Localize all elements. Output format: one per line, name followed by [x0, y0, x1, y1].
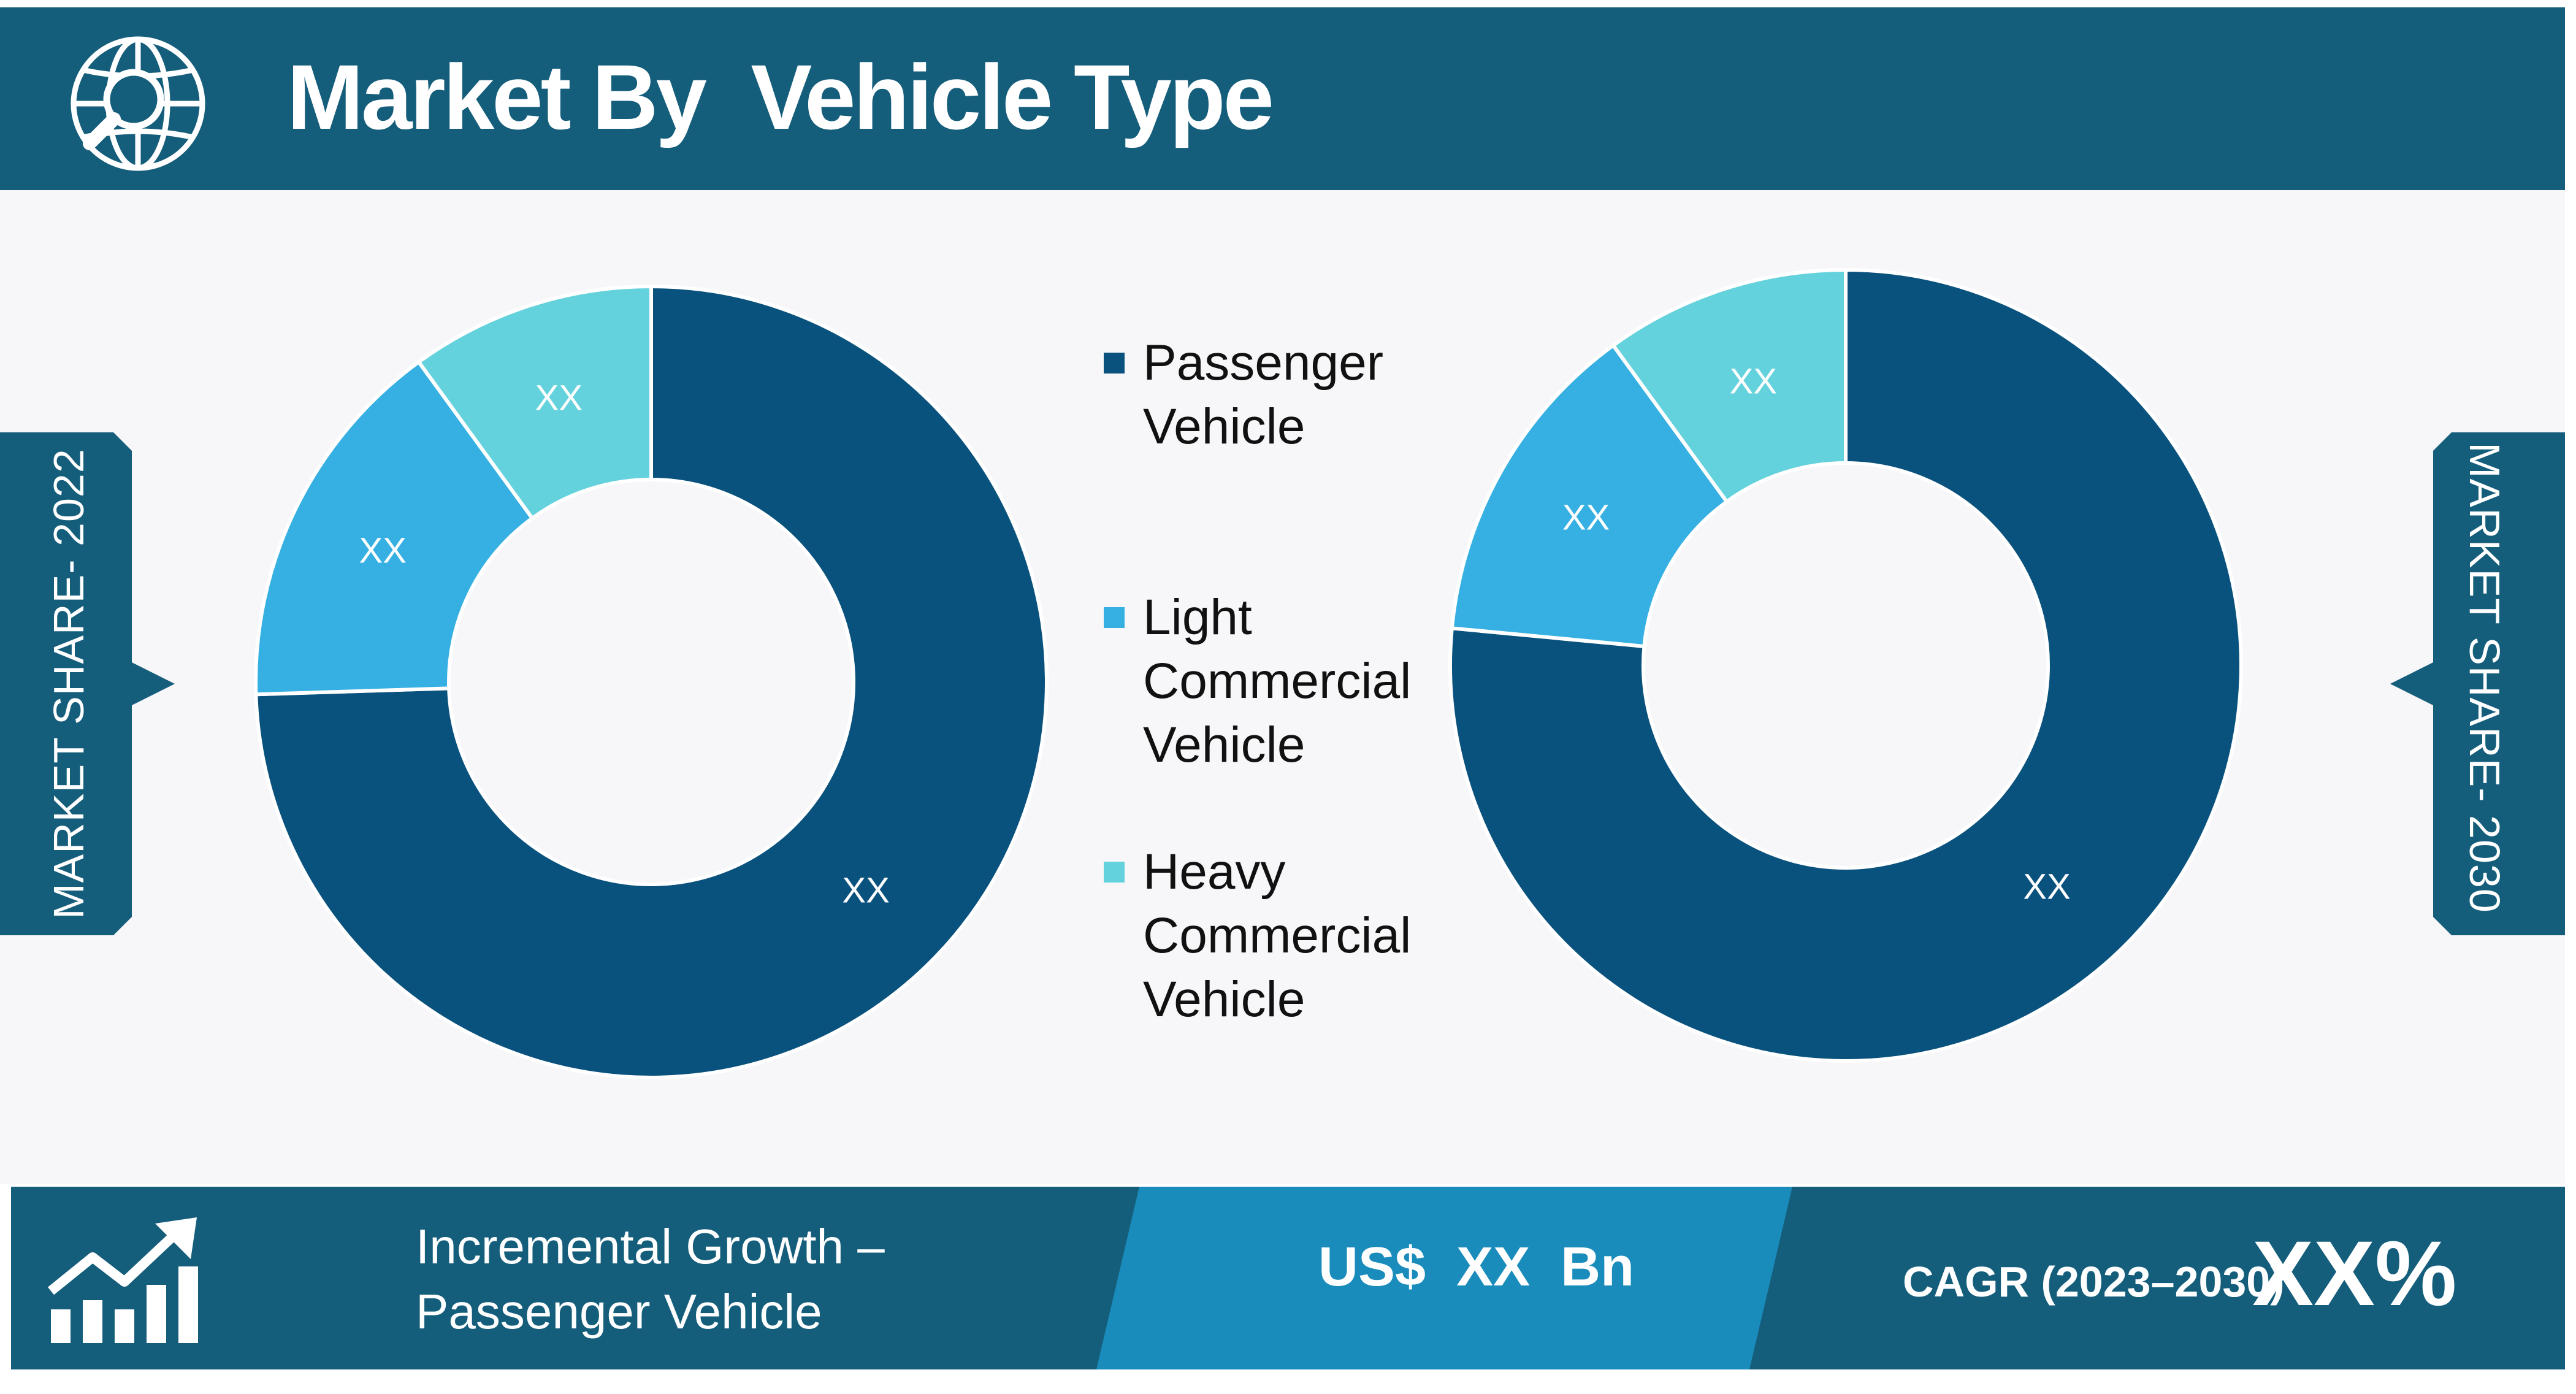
- donut-slice-2022-0: [254, 284, 1049, 1079]
- donut-data-label: XX: [2023, 867, 2070, 907]
- legend-label: Light Commercial Vehicle: [1143, 589, 1412, 773]
- donut-data-label: XX: [535, 378, 583, 418]
- globe-search-icon: [71, 36, 205, 171]
- legend-label: Heavy Commercial Vehicle: [1143, 844, 1412, 1027]
- legend-label: Passenger Vehicle: [1143, 335, 1384, 454]
- incremental-growth-label: Incremental Growth – Passenger Vehicle: [416, 1219, 885, 1339]
- growth-chart-icon: [47, 1217, 198, 1343]
- donut-data-label: XX: [359, 531, 407, 571]
- donut-data-label: XX: [1730, 361, 1777, 401]
- donut-slice-2022-1: [254, 359, 535, 697]
- page-title: Market By Vehicle Type: [287, 45, 1274, 148]
- market-share-2022-tab: [0, 432, 175, 935]
- market-share-2030-tab: [2390, 432, 2565, 935]
- footer-highlight: [1096, 1187, 1792, 1369]
- donut-slice-2022-2: [416, 284, 653, 521]
- donut-slice-2030-2: [1610, 267, 1848, 505]
- header-banner: Market By Vehicle Type: [0, 7, 2565, 190]
- donut-slice-2030-0: [1448, 267, 2243, 1063]
- donut-slice-2030-1: [1450, 342, 1730, 649]
- incremental-growth-value: US$ XX Bn: [1318, 1236, 1635, 1298]
- cagr-label: CAGR (2023–2030): [1903, 1258, 2285, 1306]
- donut-data-label: XX: [842, 870, 889, 910]
- legend-swatch: [1104, 353, 1125, 373]
- cagr-value: XX%: [2252, 1222, 2457, 1325]
- donut-data-label: XX: [1562, 497, 1610, 537]
- footer-banner: Incremental Growth – Passenger Vehicle U…: [11, 1187, 2565, 1369]
- legend-swatch: [1104, 862, 1125, 883]
- legend-swatch: [1104, 607, 1125, 628]
